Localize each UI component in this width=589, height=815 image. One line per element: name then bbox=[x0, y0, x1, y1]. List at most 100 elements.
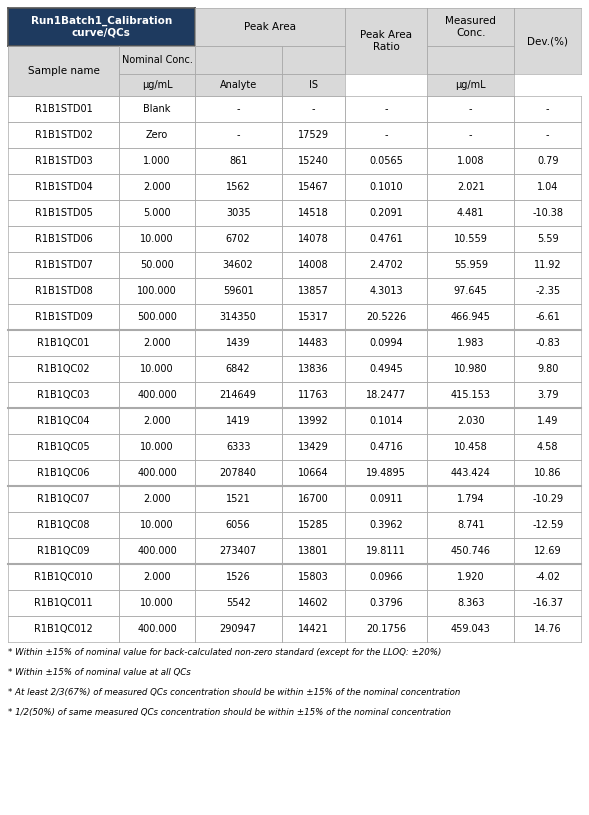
Bar bbox=[282, 356, 345, 382]
Bar bbox=[514, 356, 581, 382]
Text: 2.000: 2.000 bbox=[143, 494, 171, 504]
Bar bbox=[427, 486, 514, 512]
Bar bbox=[514, 278, 581, 304]
Text: R1B1STD05: R1B1STD05 bbox=[35, 208, 92, 218]
Bar bbox=[282, 434, 345, 460]
Text: 10.000: 10.000 bbox=[140, 364, 174, 374]
Bar bbox=[514, 148, 581, 174]
Text: 0.3796: 0.3796 bbox=[369, 598, 403, 608]
Bar bbox=[8, 174, 120, 200]
Text: 2.021: 2.021 bbox=[457, 182, 485, 192]
Text: 14518: 14518 bbox=[298, 208, 329, 218]
Text: R1B1QC02: R1B1QC02 bbox=[38, 364, 90, 374]
Bar bbox=[282, 486, 345, 512]
Bar bbox=[345, 174, 427, 200]
Bar bbox=[345, 96, 427, 122]
Text: R1B1QC05: R1B1QC05 bbox=[38, 442, 90, 452]
Text: 0.1014: 0.1014 bbox=[369, 416, 403, 426]
Bar bbox=[427, 434, 514, 460]
Bar bbox=[282, 278, 345, 304]
Bar bbox=[345, 616, 427, 642]
Bar bbox=[282, 200, 345, 226]
Bar bbox=[8, 330, 120, 356]
Text: R1B1STD01: R1B1STD01 bbox=[35, 104, 92, 114]
Text: 14421: 14421 bbox=[298, 624, 329, 634]
Bar bbox=[120, 304, 194, 330]
Text: 2.000: 2.000 bbox=[143, 338, 171, 348]
Bar bbox=[194, 252, 282, 278]
Bar bbox=[120, 74, 194, 96]
Text: -10.38: -10.38 bbox=[532, 208, 563, 218]
Text: 13992: 13992 bbox=[298, 416, 329, 426]
Text: 14008: 14008 bbox=[298, 260, 329, 270]
Bar bbox=[427, 252, 514, 278]
Bar bbox=[8, 148, 120, 174]
Text: 14.76: 14.76 bbox=[534, 624, 561, 634]
Text: Measured
Conc.: Measured Conc. bbox=[445, 16, 496, 37]
Text: * Within ±15% of nominal value for back-calculated non-zero standard (except for: * Within ±15% of nominal value for back-… bbox=[8, 648, 441, 657]
Text: 2.000: 2.000 bbox=[143, 416, 171, 426]
Bar bbox=[282, 616, 345, 642]
Bar bbox=[120, 512, 194, 538]
Bar bbox=[282, 96, 345, 122]
Text: -: - bbox=[312, 104, 315, 114]
Text: 2.000: 2.000 bbox=[143, 572, 171, 582]
Bar bbox=[514, 330, 581, 356]
Bar bbox=[120, 382, 194, 408]
Bar bbox=[120, 226, 194, 252]
Bar bbox=[194, 304, 282, 330]
Text: 0.0994: 0.0994 bbox=[369, 338, 403, 348]
Text: -0.83: -0.83 bbox=[535, 338, 560, 348]
Text: 18.2477: 18.2477 bbox=[366, 390, 406, 400]
Text: 1.04: 1.04 bbox=[537, 182, 558, 192]
Text: Peak Area: Peak Area bbox=[244, 22, 296, 32]
Bar bbox=[514, 590, 581, 616]
Bar bbox=[8, 8, 194, 46]
Text: 10.000: 10.000 bbox=[140, 234, 174, 244]
Text: 0.0565: 0.0565 bbox=[369, 156, 403, 166]
Bar bbox=[120, 460, 194, 486]
Text: μg/mL: μg/mL bbox=[142, 80, 173, 90]
Bar bbox=[120, 486, 194, 512]
Bar bbox=[120, 434, 194, 460]
Text: 400.000: 400.000 bbox=[137, 546, 177, 556]
Text: 400.000: 400.000 bbox=[137, 468, 177, 478]
Text: R1B1QC06: R1B1QC06 bbox=[38, 468, 90, 478]
Text: 400.000: 400.000 bbox=[137, 624, 177, 634]
Bar bbox=[514, 252, 581, 278]
Bar bbox=[345, 590, 427, 616]
Text: 466.945: 466.945 bbox=[451, 312, 491, 322]
Bar bbox=[194, 148, 282, 174]
Text: -: - bbox=[384, 130, 388, 140]
Bar bbox=[345, 330, 427, 356]
Text: 19.8111: 19.8111 bbox=[366, 546, 406, 556]
Text: 6702: 6702 bbox=[226, 234, 250, 244]
Text: -: - bbox=[384, 104, 388, 114]
Bar bbox=[282, 122, 345, 148]
Bar bbox=[194, 74, 282, 96]
Bar bbox=[8, 486, 120, 512]
Text: 19.4895: 19.4895 bbox=[366, 468, 406, 478]
Text: 5.59: 5.59 bbox=[537, 234, 558, 244]
Bar bbox=[345, 564, 427, 590]
Bar bbox=[194, 356, 282, 382]
Text: -10.29: -10.29 bbox=[532, 494, 563, 504]
Bar bbox=[8, 252, 120, 278]
Bar bbox=[282, 330, 345, 356]
Text: 500.000: 500.000 bbox=[137, 312, 177, 322]
Text: 2.000: 2.000 bbox=[143, 182, 171, 192]
Bar bbox=[345, 278, 427, 304]
Bar bbox=[427, 200, 514, 226]
Text: 13836: 13836 bbox=[298, 364, 329, 374]
Bar bbox=[120, 408, 194, 434]
Text: Zero: Zero bbox=[146, 130, 168, 140]
Bar bbox=[514, 96, 581, 122]
Bar bbox=[345, 382, 427, 408]
Bar bbox=[120, 356, 194, 382]
Bar bbox=[427, 408, 514, 434]
Bar bbox=[120, 174, 194, 200]
Bar bbox=[8, 538, 120, 564]
Bar bbox=[427, 330, 514, 356]
Bar bbox=[514, 382, 581, 408]
Bar bbox=[8, 616, 120, 642]
